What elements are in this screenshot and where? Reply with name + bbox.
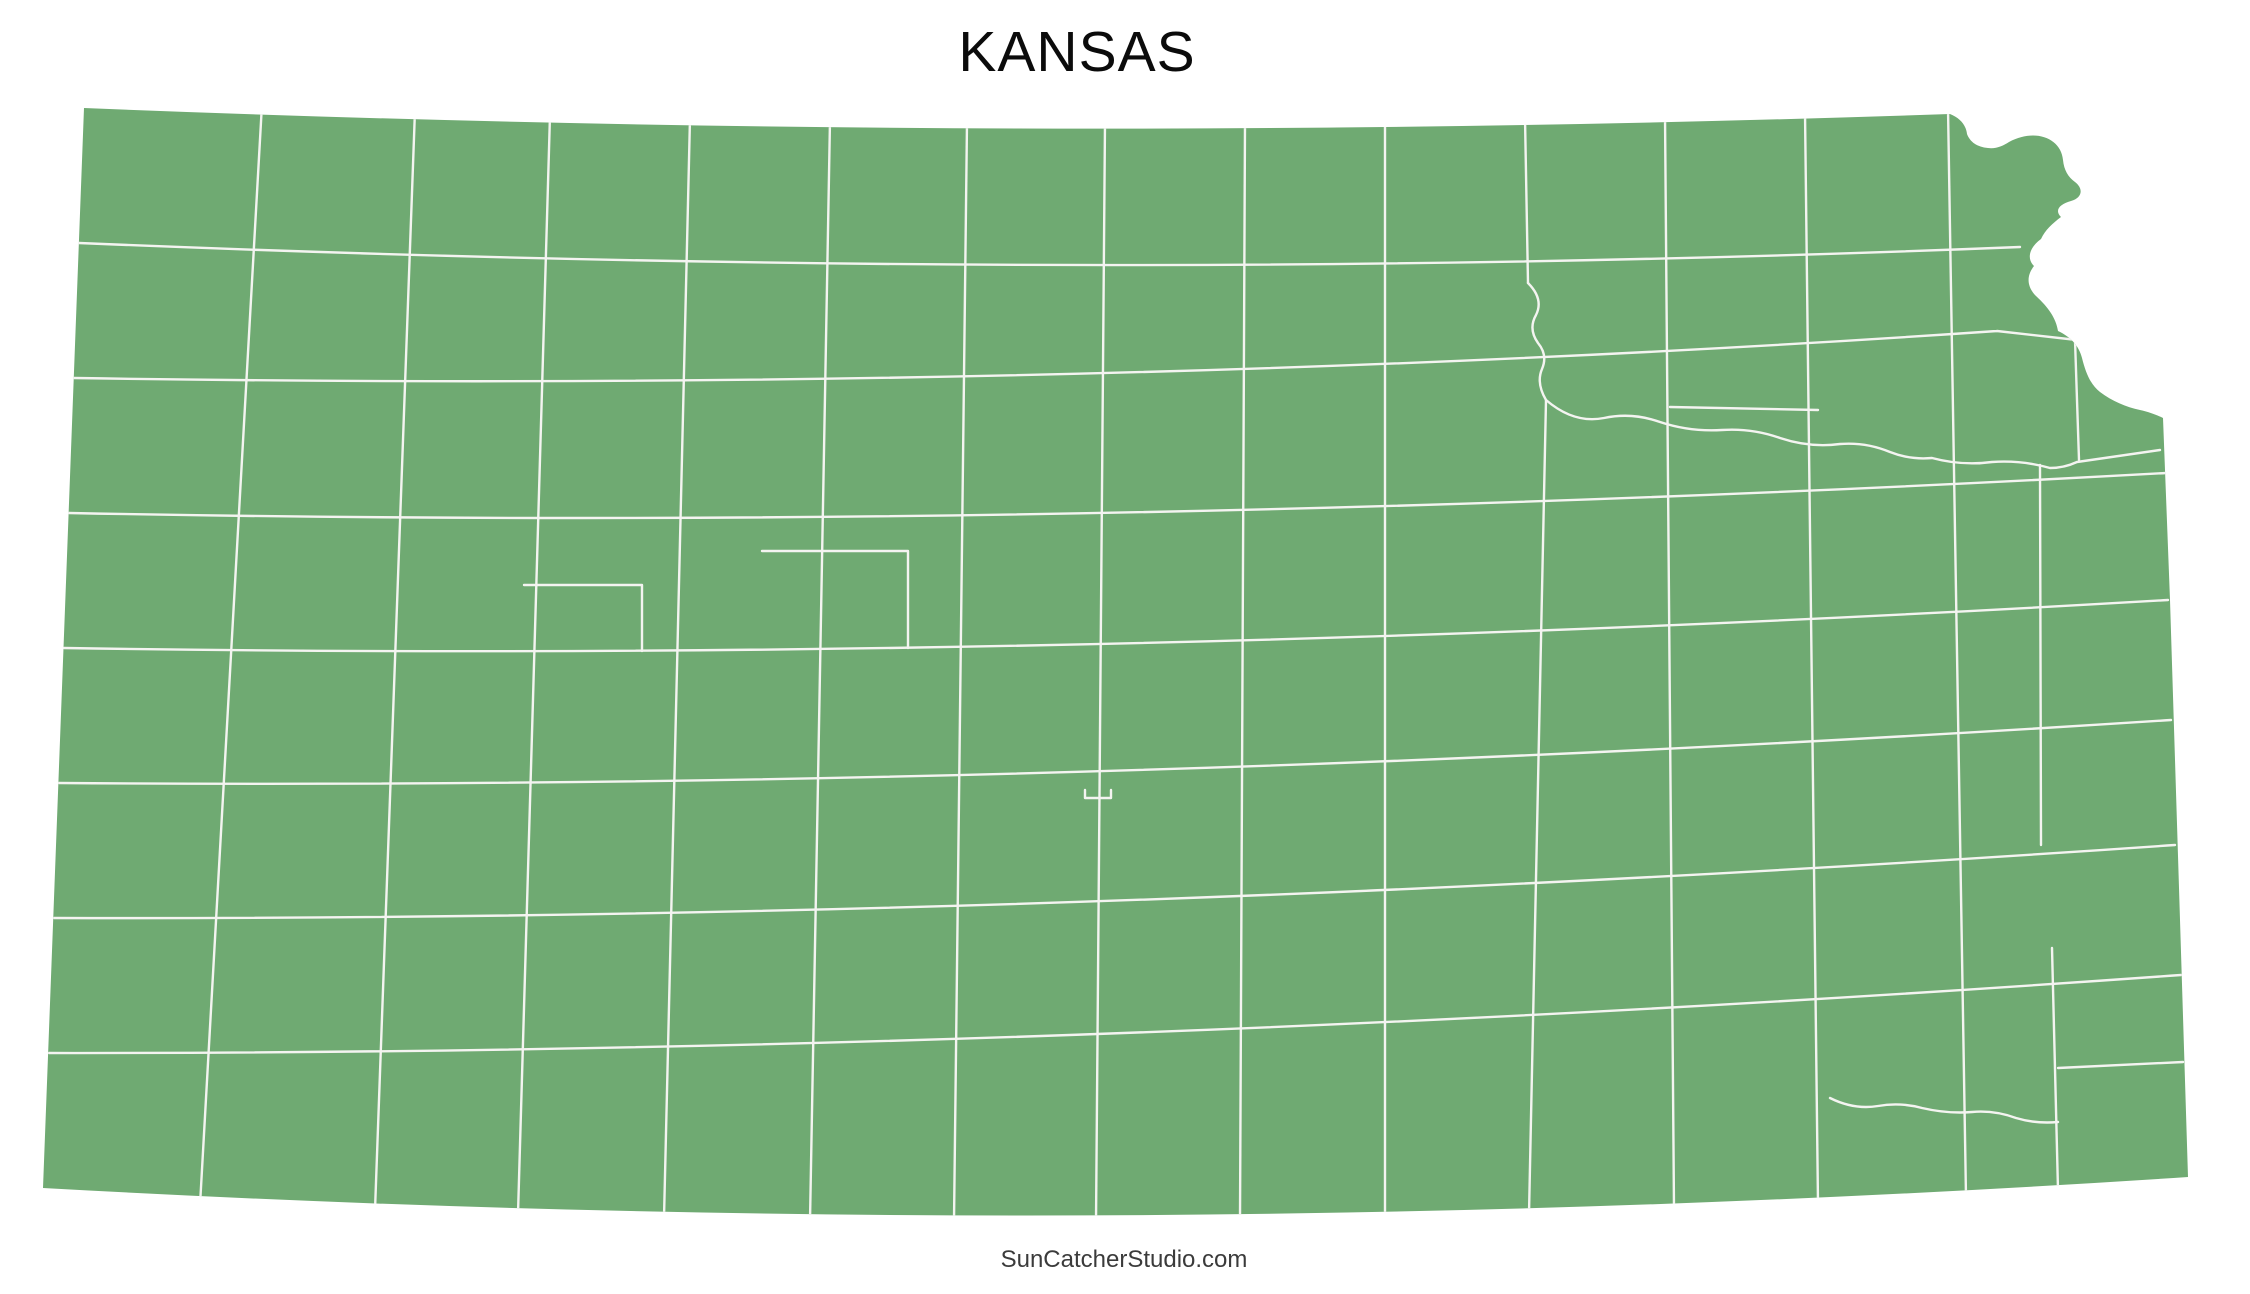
river-boundary-lines xyxy=(1526,281,2162,1124)
county-grid-step-lines xyxy=(522,549,1113,800)
county-borders xyxy=(47,108,2185,1216)
state-shape xyxy=(43,108,2188,1216)
attribution-text: SunCatcherStudio.com xyxy=(1000,1246,1248,1273)
page-title: KANSAS xyxy=(958,20,1196,84)
county-grid-vertical-lines xyxy=(198,108,2081,1216)
